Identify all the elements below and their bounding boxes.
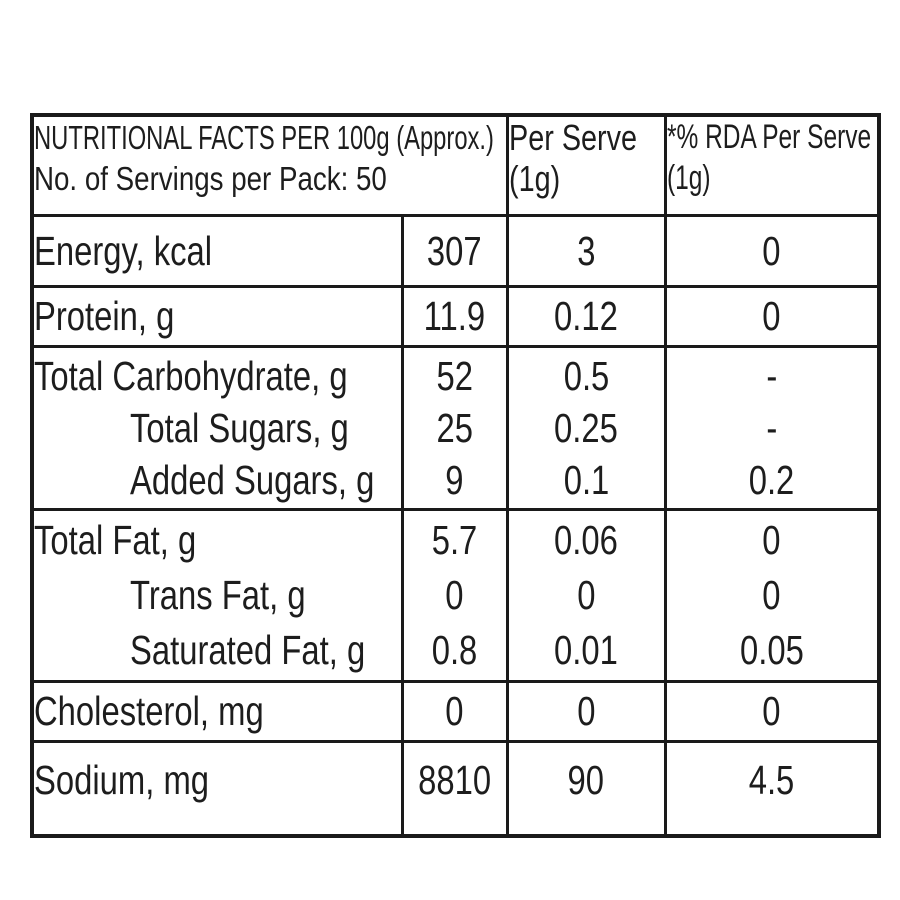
header-rda-line2: (1g) [666,159,711,197]
added-sugars-per-100g-value: 9 [445,456,464,503]
protein-label-cell: Protein, g [30,285,404,348]
cholesterol-label-cell: Cholesterol, mg [30,680,404,743]
added-sugars-rda-value: 0.2 [748,456,795,503]
sodium-rda-value: 4.5 [748,757,795,803]
carb-per-serve-cell: 0.5 0.25 0.1 [505,345,667,511]
row-group-fats: Total Fat, g Trans Fat, g Saturated Fat,… [30,508,881,683]
nutrition-facts-table: NUTRITIONAL FACTS PER 100g (Approx.) No.… [30,113,881,838]
header-title-line1: NUTRITIONAL FACTS PER 100g (Approx.) [34,119,494,156]
energy-label-cell: Energy, kcal [30,214,404,288]
energy-per-100g-cell: 307 [400,214,509,288]
cholesterol-rda-cell: 0 [663,680,881,743]
row-protein: Protein, g 11.9 0.12 0 [30,285,881,348]
saturated-fat-per-100g-value: 0.8 [431,627,478,673]
header-title-cell: NUTRITIONAL FACTS PER 100g (Approx.) No.… [30,113,509,217]
sodium-rda-cell: 4.5 [663,740,881,838]
header-title-line1-wrap: NUTRITIONAL FACTS PER 100g (Approx.) [34,117,506,158]
sodium-per-100g-value: 8810 [418,757,491,803]
total-sugars-per-serve-value: 0.25 [554,404,618,451]
saturated-fat-label: Saturated Fat, g [130,627,366,673]
header-per-serve-line1: Per Serve [508,117,637,158]
trans-fat-per-100g-value: 0 [445,572,464,618]
energy-per-100g-value: 307 [427,227,482,274]
total-sugars-rda-value: - [766,404,778,451]
total-carbohydrate-rda-value: - [766,352,778,399]
cholesterol-label: Cholesterol, mg [34,688,264,734]
added-sugars-per-serve-value: 0.1 [563,456,609,503]
sodium-per-100g-cell: 8810 [400,740,509,838]
fat-rda-cell: 0 0 0.05 [663,508,881,683]
trans-fat-per-serve-value: 0 [576,572,596,618]
carb-rda-cell: - - 0.2 [663,345,881,511]
header-row: NUTRITIONAL FACTS PER 100g (Approx.) No.… [30,113,881,217]
row-energy: Energy, kcal 307 3 0 [30,214,881,288]
protein-label: Protein, g [34,293,175,339]
energy-per-serve-cell: 3 [505,214,667,288]
row-group-carbohydrates: Total Carbohydrate, g Total Sugars, g Ad… [30,345,881,511]
header-rda-cell: *% RDA Per Serve (1g) [663,113,881,217]
header-per-serve-cell: Per Serve (1g) [505,113,667,217]
total-fat-per-serve-value: 0.06 [554,517,618,563]
protein-per-serve-cell: 0.12 [505,285,667,348]
energy-rda-value: 0 [762,227,781,274]
header-per-serve-line2: (1g) [508,158,560,199]
energy-label: Energy, kcal [34,227,213,274]
cholesterol-per-100g-cell: 0 [400,680,509,743]
fat-per-serve-cell: 0.06 0 0.01 [505,508,667,683]
cholesterol-rda-value: 0 [762,688,781,734]
row-sodium: Sodium, mg 8810 90 4.5 [30,740,881,838]
total-carbohydrate-label: Total Carbohydrate, g [34,352,348,399]
row-cholesterol: Cholesterol, mg 0 0 0 [30,680,881,743]
sodium-per-serve-cell: 90 [505,740,667,838]
sodium-label-cell: Sodium, mg [30,740,404,838]
total-carbohydrate-per-serve-value: 0.5 [563,352,609,399]
protein-per-serve-value: 0.12 [554,293,618,339]
total-fat-rda-value: 0 [762,517,781,563]
fat-label-cell: Total Fat, g Trans Fat, g Saturated Fat,… [30,508,404,683]
total-carbohydrate-per-100g-value: 52 [436,352,473,399]
cholesterol-per-serve-cell: 0 [505,680,667,743]
total-fat-label: Total Fat, g [34,517,197,563]
total-fat-per-100g-value: 5.7 [431,517,478,563]
total-sugars-per-100g-value: 25 [436,404,473,451]
saturated-fat-per-serve-value: 0.01 [554,627,618,673]
carb-per-100g-cell: 52 25 9 [400,345,509,511]
sodium-per-serve-value: 90 [567,757,605,803]
header-title-line2-wrap: No. of Servings per Pack: 50 [34,158,506,199]
trans-fat-rda-value: 0 [762,572,781,618]
protein-per-100g-value: 11.9 [423,293,486,339]
trans-fat-label: Trans Fat, g [130,572,306,618]
carb-label-cell: Total Carbohydrate, g Total Sugars, g Ad… [30,345,404,511]
cholesterol-per-100g-value: 0 [445,688,464,734]
energy-rda-cell: 0 [663,214,881,288]
added-sugars-label: Added Sugars, g [130,456,375,503]
saturated-fat-rda-value: 0.05 [739,627,804,673]
total-sugars-label: Total Sugars, g [130,404,349,451]
protein-rda-cell: 0 [663,285,881,348]
sodium-label: Sodium, mg [34,757,210,803]
energy-per-serve-value: 3 [576,227,596,274]
fat-per-100g-cell: 5.7 0 0.8 [400,508,509,683]
cholesterol-per-serve-value: 0 [576,688,596,734]
protein-per-100g-cell: 11.9 [400,285,509,348]
header-servings-per-pack: No. of Servings per Pack: 50 [34,160,387,197]
header-rda-line1: *% RDA Per Serve [666,118,871,156]
protein-rda-value: 0 [762,293,781,339]
